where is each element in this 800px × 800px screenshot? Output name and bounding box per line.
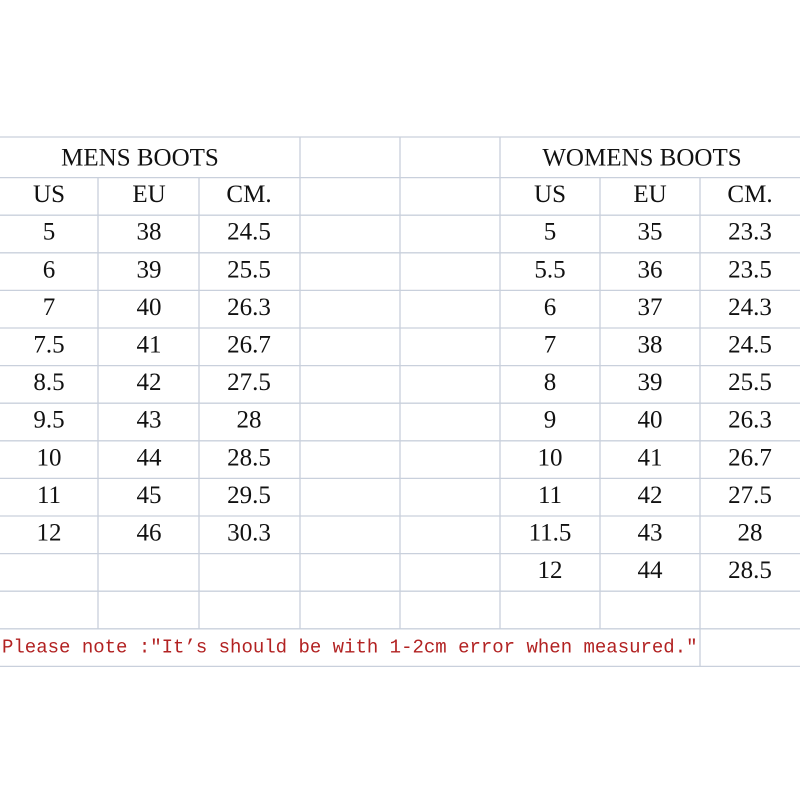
table-title: WOMENS BOOTS	[542, 145, 741, 172]
column-header: CM.	[727, 181, 772, 208]
cell: 10	[538, 444, 563, 471]
cell: 5	[544, 219, 557, 246]
cell: 41	[638, 444, 663, 471]
cell: 9	[544, 407, 557, 434]
cell: 26.3	[728, 407, 772, 434]
cell: 46	[137, 520, 162, 547]
cell: 27.5	[227, 369, 271, 396]
cell: 40	[137, 294, 162, 321]
cell: 5.5	[534, 256, 565, 283]
column-header: US	[534, 181, 566, 208]
cell: 39	[638, 369, 663, 396]
cell: 24.5	[227, 219, 271, 246]
cell: 26.7	[728, 444, 772, 471]
column-header: US	[33, 181, 65, 208]
cell: 43	[638, 520, 663, 547]
cell: 10	[37, 444, 62, 471]
cell: 24.3	[728, 294, 772, 321]
column-header: CM.	[226, 181, 271, 208]
cell: 5	[43, 219, 56, 246]
cell: 25.5	[728, 369, 772, 396]
cell: 26.7	[227, 332, 271, 359]
cell: 42	[137, 369, 162, 396]
cell: 9.5	[33, 407, 64, 434]
note: Please note :″It’s should be with 1-2cm …	[2, 637, 698, 659]
cell: 41	[137, 332, 162, 359]
cell: 6	[544, 294, 557, 321]
cell: 8	[544, 369, 557, 396]
cell: 40	[638, 407, 663, 434]
cell: 7.5	[33, 332, 64, 359]
cell: 42	[638, 482, 663, 509]
cell: 24.5	[728, 332, 772, 359]
cell: 44	[137, 444, 163, 471]
cell: 38	[137, 219, 162, 246]
cell: 12	[37, 520, 62, 547]
cell: 11	[37, 482, 61, 509]
table-title: MENS BOOTS	[61, 145, 219, 172]
cell: 28.5	[728, 557, 772, 584]
cell: 39	[137, 256, 162, 283]
cell: 36	[638, 256, 663, 283]
cell: 23.5	[728, 256, 772, 283]
cell: 6	[43, 256, 56, 283]
cell: 35	[638, 219, 663, 246]
cell: 23.3	[728, 219, 772, 246]
cell: 37	[638, 294, 663, 321]
cell: 30.3	[227, 520, 271, 547]
cell: 45	[137, 482, 162, 509]
cell: 28	[237, 407, 262, 434]
cell: 38	[638, 332, 663, 359]
cell: 43	[137, 407, 162, 434]
cell: 26.3	[227, 294, 271, 321]
cell: 11	[538, 482, 562, 509]
cell: 7	[544, 332, 557, 359]
cell: 27.5	[728, 482, 772, 509]
cell: 28.5	[227, 444, 271, 471]
column-header: EU	[633, 181, 666, 208]
column-header: EU	[132, 181, 165, 208]
cell: 25.5	[227, 256, 271, 283]
cell: 12	[538, 557, 563, 584]
cell: 29.5	[227, 482, 271, 509]
cell: 8.5	[33, 369, 64, 396]
cell: 28	[738, 520, 763, 547]
cell: 7	[43, 294, 56, 321]
cell: 44	[638, 557, 664, 584]
cell: 11.5	[529, 520, 572, 547]
